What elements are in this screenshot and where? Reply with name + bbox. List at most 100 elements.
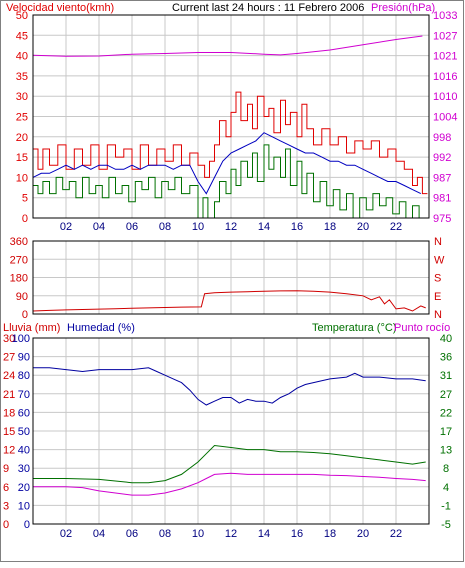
plot-frame-border (32, 337, 430, 525)
pressure-tick-label: 1027 (433, 30, 457, 42)
direction-tick-label: 0 (22, 309, 28, 321)
humidity-tick-label: 50 (18, 426, 30, 438)
wind-speed-axis-title: Velocidad viento(kmh) (6, 2, 114, 14)
temperature-tick-label: 4 (443, 482, 449, 494)
humidity-tick-label: 90 (18, 352, 30, 364)
wind-tick-label: 40 (16, 51, 28, 63)
compass-tick-label: W (434, 254, 445, 266)
rain-tick-label: 3 (3, 500, 9, 512)
x-tick-label: 20 (357, 221, 369, 233)
temperature-tick-label: 40 (440, 333, 452, 345)
temperature-tick-label: 13 (440, 445, 452, 457)
wind-tick-label: 25 (16, 112, 28, 124)
direction-tick-label: 360 (10, 236, 28, 248)
x-tick-label: 06 (126, 528, 138, 540)
humidity-tick-label: 10 (18, 500, 30, 512)
wind-tick-label: 20 (16, 132, 28, 144)
rain-tick-label: 30 (3, 333, 15, 345)
pressure-tick-label: 975 (433, 213, 451, 225)
rain-tick-label: 6 (3, 482, 9, 494)
humidity-tick-label: 0 (24, 519, 30, 531)
series-humidity-line (33, 367, 426, 406)
series-pressure-line (32, 35, 423, 57)
rain-tick-label: 18 (3, 407, 15, 419)
x-tick-label: 20 (357, 528, 369, 540)
temperature-tick-label: 27 (440, 389, 452, 401)
series-temperature-line (33, 444, 426, 484)
x-tick-label: 14 (258, 221, 270, 233)
pressure-tick-label: 1016 (433, 71, 457, 83)
pressure-tick-label: 1033 (433, 10, 457, 22)
humidity-tick-label: 80 (18, 370, 30, 382)
humidity-tick-label: 70 (18, 389, 30, 401)
x-tick-label: 10 (192, 528, 204, 540)
direction-tick-label: 270 (10, 254, 28, 266)
frame-overlay (32, 14, 430, 525)
x-tick-label: 10 (192, 221, 204, 233)
x-tick-label: 18 (324, 221, 336, 233)
wind-tick-label: 15 (16, 152, 28, 164)
temperature-axis-title: Temperatura (°C) (312, 322, 396, 334)
x-tick-label: 02 (60, 221, 72, 233)
temperature-tick-label: -5 (441, 519, 451, 531)
series-wind-max-line (33, 91, 428, 195)
rain-axis-title: Lluvia (mm) (3, 322, 60, 334)
x-tick-label: 16 (291, 528, 303, 540)
pressure-tick-label: 1021 (433, 51, 457, 63)
x-tick-label: 12 (225, 528, 237, 540)
plot-frame-border (32, 240, 430, 315)
x-tick-label: 14 (258, 528, 270, 540)
wind-tick-label: 50 (16, 10, 28, 22)
chart-caption: Current last 24 hours : 11 Febrero 2006 (172, 2, 364, 14)
x-tick-label: 04 (93, 221, 105, 233)
series-dewpoint-line (33, 472, 426, 496)
rain-tick-label: 27 (3, 352, 15, 364)
temperature-tick-label: 36 (440, 352, 452, 364)
pressure-tick-label: 981 (433, 193, 451, 205)
x-tick-label: 04 (93, 528, 105, 540)
compass-tick-label: E (434, 291, 441, 303)
pressure-axis-title: Presión(hPa) (371, 2, 435, 14)
direction-tick-label: 180 (10, 273, 28, 285)
humidity-tick-label: 100 (12, 333, 30, 345)
humidity-tick-label: 40 (18, 445, 30, 457)
wind-tick-label: 5 (22, 193, 28, 205)
pressure-tick-label: 987 (433, 172, 451, 184)
rain-tick-label: 0 (3, 519, 9, 531)
rain-tick-label: 12 (3, 445, 15, 457)
x-tick-label: 12 (225, 221, 237, 233)
x-tick-label: 16 (291, 221, 303, 233)
wind-tick-label: 30 (16, 91, 28, 103)
x-tick-label: 08 (159, 221, 171, 233)
temperature-tick-label: -1 (441, 500, 451, 512)
dewpoint-axis-title: Punto rocío (394, 322, 450, 334)
wind-tick-label: 10 (16, 172, 28, 184)
axis-tick-labels: 0510152025303540455097598198799299810041… (3, 10, 457, 540)
x-tick-label: 06 (126, 221, 138, 233)
humidity-tick-label: 30 (18, 463, 30, 475)
x-tick-label: 18 (324, 528, 336, 540)
pressure-tick-label: 1010 (433, 91, 457, 103)
wind-tick-label: 45 (16, 30, 28, 42)
temperature-tick-label: 22 (440, 407, 452, 419)
humidity-axis-title: Humedad (%) (67, 322, 135, 334)
rain-tick-label: 9 (3, 463, 9, 475)
temperature-tick-label: 17 (440, 426, 452, 438)
pressure-tick-label: 998 (433, 132, 451, 144)
rain-tick-label: 24 (3, 370, 15, 382)
x-tick-label: 22 (390, 528, 402, 540)
pressure-tick-label: 1004 (433, 112, 457, 124)
compass-tick-label: N (434, 309, 442, 321)
wind-tick-label: 35 (16, 71, 28, 83)
plot-frame-border (32, 14, 430, 219)
rain-tick-label: 21 (3, 389, 15, 401)
x-tick-label: 08 (159, 528, 171, 540)
temperature-tick-label: 8 (443, 463, 449, 475)
compass-tick-label: N (434, 236, 442, 248)
x-tick-label: 02 (60, 528, 72, 540)
humidity-tick-label: 20 (18, 482, 30, 494)
pressure-tick-label: 992 (433, 152, 451, 164)
series-wind-avg-line (32, 132, 422, 195)
